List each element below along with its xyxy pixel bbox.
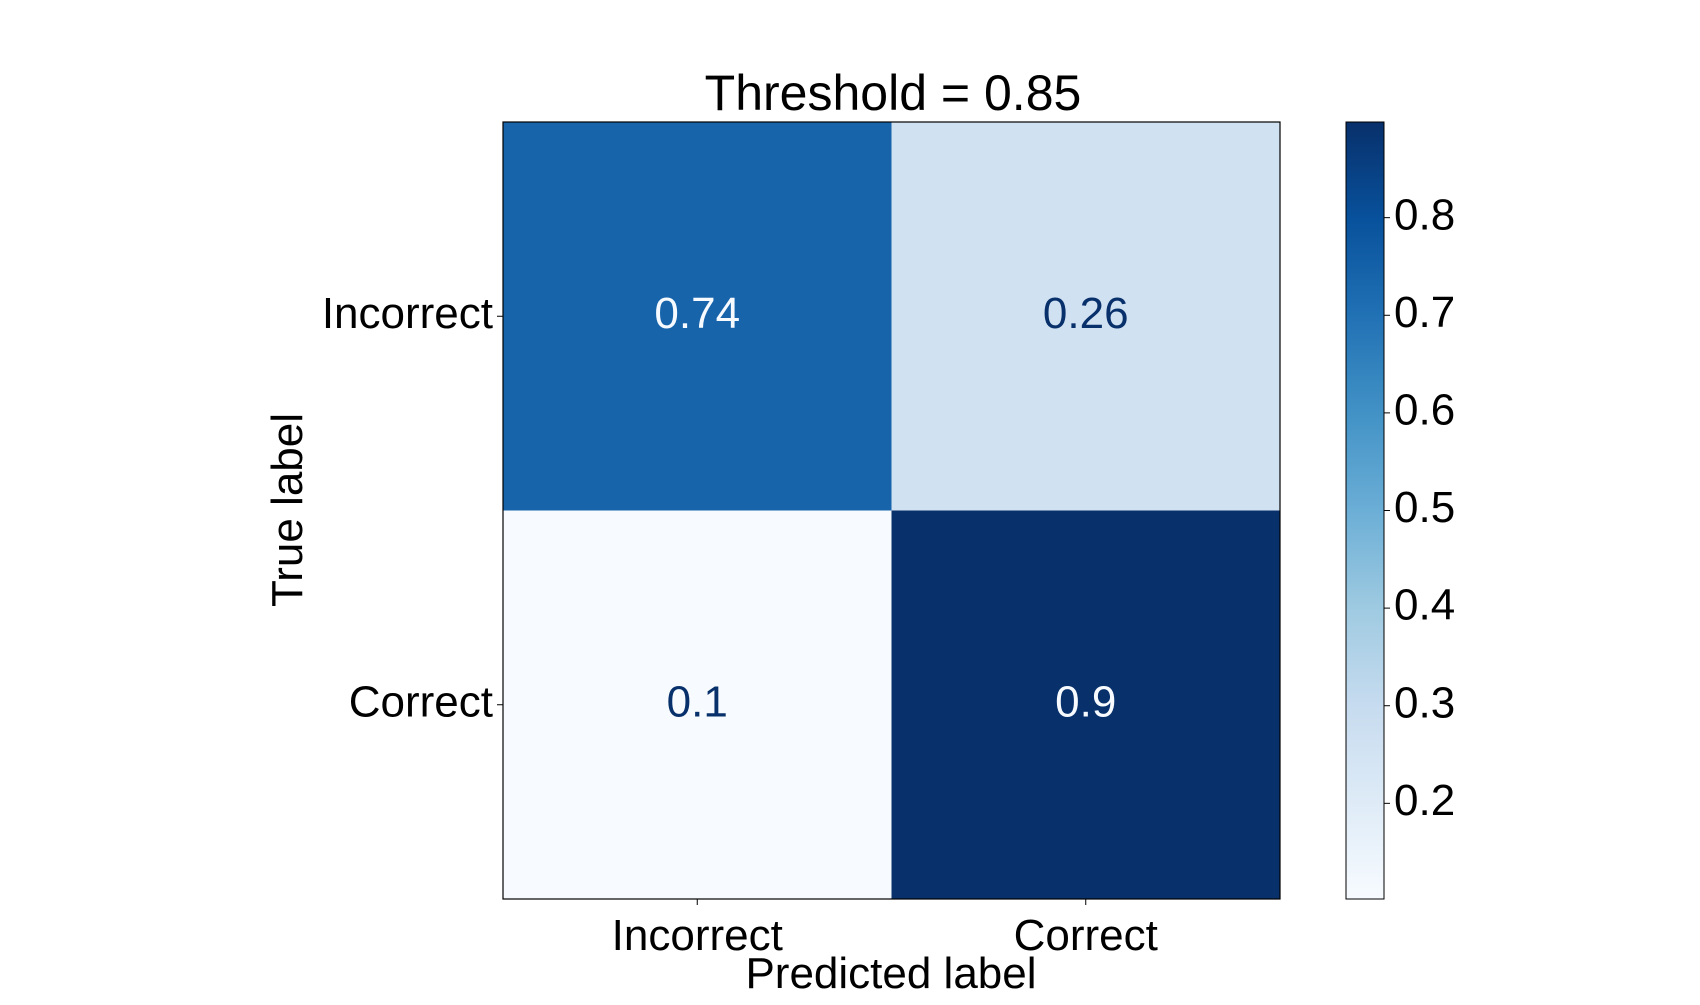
colorbar-tick-label: 0.3 bbox=[1394, 678, 1455, 727]
x-tick-label: Incorrect bbox=[612, 911, 783, 960]
y-axis-label: True label bbox=[263, 413, 312, 607]
colorbar bbox=[1345, 121, 1385, 900]
x-axis-label: Predicted label bbox=[745, 949, 1036, 998]
colorbar-tick-label: 0.8 bbox=[1394, 190, 1455, 239]
chart-title: Threshold = 0.85 bbox=[705, 65, 1082, 121]
colorbar-tick-label: 0.7 bbox=[1394, 288, 1455, 337]
cell-value-label: 0.1 bbox=[667, 677, 728, 726]
heatmap-cell bbox=[891, 122, 1280, 511]
colorbar-tick-label: 0.4 bbox=[1394, 581, 1455, 630]
y-tick-label: Incorrect bbox=[322, 289, 493, 338]
plot-frame bbox=[502, 121, 1281, 900]
y-tick-label: Correct bbox=[349, 677, 493, 726]
heatmap-cell bbox=[503, 510, 892, 899]
heatmap-cell bbox=[503, 122, 892, 511]
heatmap-cells: 0.74 0.26 0.1 0.9 bbox=[503, 122, 1280, 899]
colorbar-tick-label: 0.5 bbox=[1394, 483, 1455, 532]
heatmap-cell bbox=[891, 510, 1280, 899]
colorbar-ticks: 0.2 0.3 0.4 0.5 0.6 0.7 0.8 bbox=[1384, 190, 1455, 825]
colorbar-tick-label: 0.2 bbox=[1394, 776, 1455, 825]
cell-value-label: 0.9 bbox=[1055, 677, 1116, 726]
colorbar-tick-label: 0.6 bbox=[1394, 386, 1455, 435]
cell-value-label: 0.26 bbox=[1043, 289, 1129, 338]
cell-value-label: 0.74 bbox=[654, 289, 740, 338]
axis-ticks: Incorrect Correct Incorrect Correct bbox=[322, 289, 1158, 960]
x-tick-label: Correct bbox=[1014, 911, 1158, 960]
